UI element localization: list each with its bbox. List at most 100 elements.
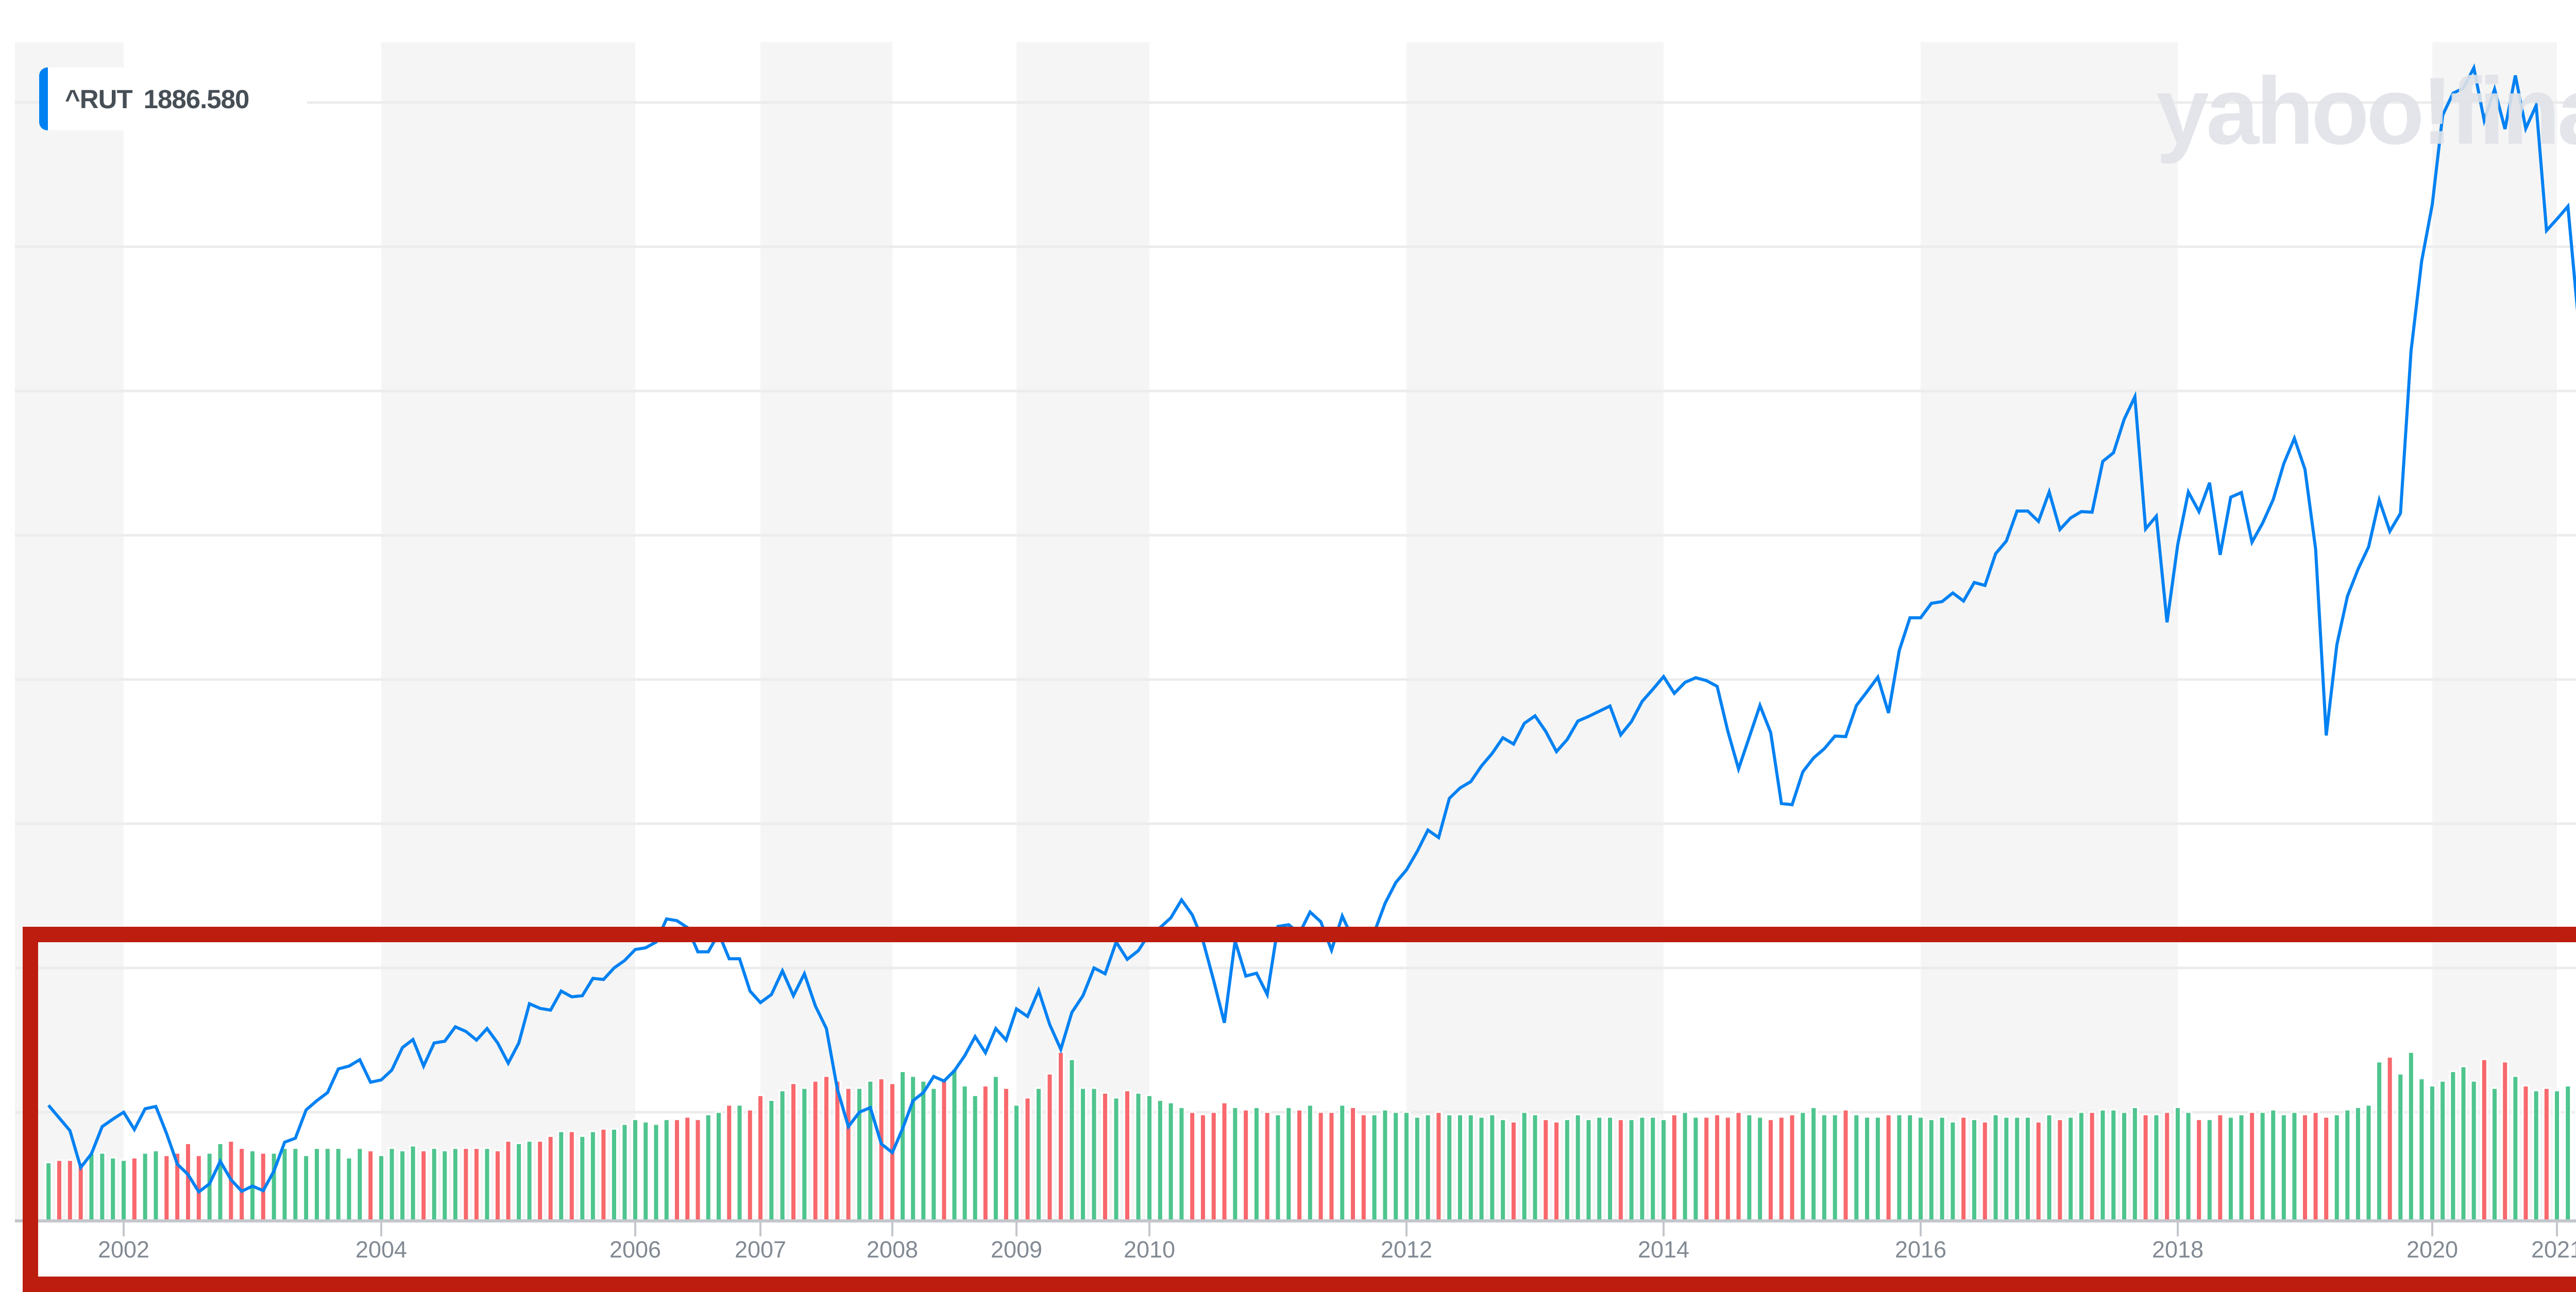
- volume-bar: [1070, 1060, 1074, 1221]
- x-axis-label: 2014: [1637, 1236, 1690, 1263]
- volume-bar: [196, 1156, 201, 1221]
- volume-bar: [2355, 1108, 2360, 1221]
- volume-bar: [1351, 1108, 1355, 1221]
- volume-bar: [1725, 1117, 1730, 1221]
- volume-bar: [1865, 1117, 1870, 1221]
- volume-bar: [1426, 1115, 1430, 1221]
- volume-bar: [868, 1081, 873, 1221]
- volume-bar: [2398, 1074, 2403, 1221]
- volume-bar: [1672, 1115, 1676, 1221]
- volume-bar: [358, 1149, 362, 1221]
- volume-bar: [643, 1122, 648, 1221]
- volume-bar: [2122, 1113, 2127, 1221]
- volume-bar: [1618, 1120, 1623, 1221]
- volume-bar: [1961, 1117, 1966, 1221]
- volume-bar: [2186, 1113, 2191, 1221]
- volume-bar: [846, 1089, 851, 1221]
- volume-bar: [1436, 1113, 1441, 1221]
- volume-bar: [1511, 1122, 1516, 1221]
- volume-bar: [2207, 1120, 2212, 1221]
- volume-bar: [1136, 1094, 1141, 1221]
- volume-bar: [1533, 1115, 1537, 1221]
- volume-highlight-box: [23, 927, 2576, 1292]
- volume-bar: [1037, 1089, 1041, 1221]
- volume-bar: [1951, 1122, 1955, 1221]
- volume-bar: [1790, 1115, 1794, 1221]
- volume-bar: [1801, 1113, 1805, 1221]
- volume-bar: [2345, 1110, 2350, 1221]
- volume-bar: [347, 1158, 351, 1221]
- volume-bar: [240, 1149, 244, 1221]
- volume-bar: [559, 1132, 564, 1221]
- volume-bar: [2441, 1081, 2445, 1221]
- volume-bar: [2069, 1117, 2073, 1221]
- volume-bar: [633, 1120, 637, 1221]
- volume-bar: [293, 1149, 298, 1221]
- x-axis-label: 2006: [609, 1236, 662, 1263]
- volume-bar: [569, 1132, 574, 1221]
- volume-bar: [1565, 1120, 1569, 1221]
- volume-bar: [580, 1136, 585, 1221]
- volume-bar: [1286, 1108, 1291, 1221]
- volume-bar: [983, 1086, 988, 1221]
- volume-bar: [1479, 1117, 1484, 1221]
- volume-bar: [2176, 1108, 2180, 1221]
- volume-bar: [1651, 1117, 1655, 1221]
- series-legend[interactable]: ^RUT 1886.580: [39, 67, 307, 130]
- volume-bar: [1179, 1108, 1184, 1221]
- volume-bar: [2324, 1117, 2329, 1221]
- volume-bar: [1114, 1098, 1118, 1221]
- volume-bar: [1447, 1115, 1452, 1221]
- volume-bar: [1972, 1120, 1976, 1221]
- volume-bar: [942, 1081, 946, 1221]
- volume-bar: [1683, 1113, 1687, 1221]
- volume-bar: [1822, 1115, 1826, 1221]
- volume-bar: [1897, 1115, 1902, 1221]
- volume-bar: [2409, 1052, 2413, 1221]
- volume-bar: [1340, 1106, 1345, 1221]
- volume-bar: [2197, 1120, 2201, 1221]
- volume-bar: [1297, 1110, 1302, 1221]
- year-band: [2432, 42, 2557, 1221]
- volume-bar: [336, 1149, 341, 1221]
- volume-bar: [791, 1084, 795, 1221]
- volume-bar: [1833, 1115, 1837, 1221]
- legend-symbol: ^RUT: [65, 84, 133, 114]
- volume-bar: [921, 1081, 926, 1221]
- volume-bar: [46, 1163, 51, 1221]
- year-band: [1406, 42, 1664, 1221]
- volume-bar: [2154, 1115, 2159, 1221]
- volume-bar: [2555, 1091, 2559, 1221]
- volume-bar: [2036, 1122, 2041, 1221]
- volume-bar: [2503, 1062, 2507, 1221]
- volume-bar: [1854, 1115, 1859, 1221]
- year-band: [1016, 42, 1149, 1221]
- volume-bar: [261, 1153, 265, 1221]
- volume-bar: [727, 1106, 732, 1221]
- volume-bar: [1125, 1091, 1129, 1221]
- x-axis-label: 2010: [1123, 1236, 1176, 1263]
- volume-bar: [325, 1149, 330, 1221]
- volume-bar: [2079, 1113, 2083, 1221]
- volume-bar: [89, 1153, 94, 1221]
- year-band: [760, 42, 892, 1221]
- volume-bar: [1318, 1113, 1323, 1221]
- volume-bar: [2534, 1091, 2538, 1221]
- volume-bar: [1908, 1115, 1912, 1221]
- volume-bar: [379, 1156, 383, 1221]
- volume-bar: [2271, 1110, 2276, 1221]
- volume-bar: [706, 1115, 710, 1221]
- volume-bar: [1092, 1089, 1096, 1221]
- x-axis-label: 2007: [734, 1236, 787, 1263]
- volume-bar: [218, 1144, 223, 1221]
- volume-bar: [1458, 1115, 1462, 1221]
- volume-bar: [2471, 1081, 2476, 1221]
- volume-bar: [443, 1151, 447, 1221]
- volume-bar: [1586, 1120, 1591, 1221]
- volume-bar: [1244, 1110, 1248, 1221]
- volume-bar: [2430, 1086, 2434, 1221]
- volume-bar: [2419, 1079, 2424, 1221]
- volume-bar: [1662, 1120, 1666, 1221]
- volume-bar: [685, 1117, 690, 1221]
